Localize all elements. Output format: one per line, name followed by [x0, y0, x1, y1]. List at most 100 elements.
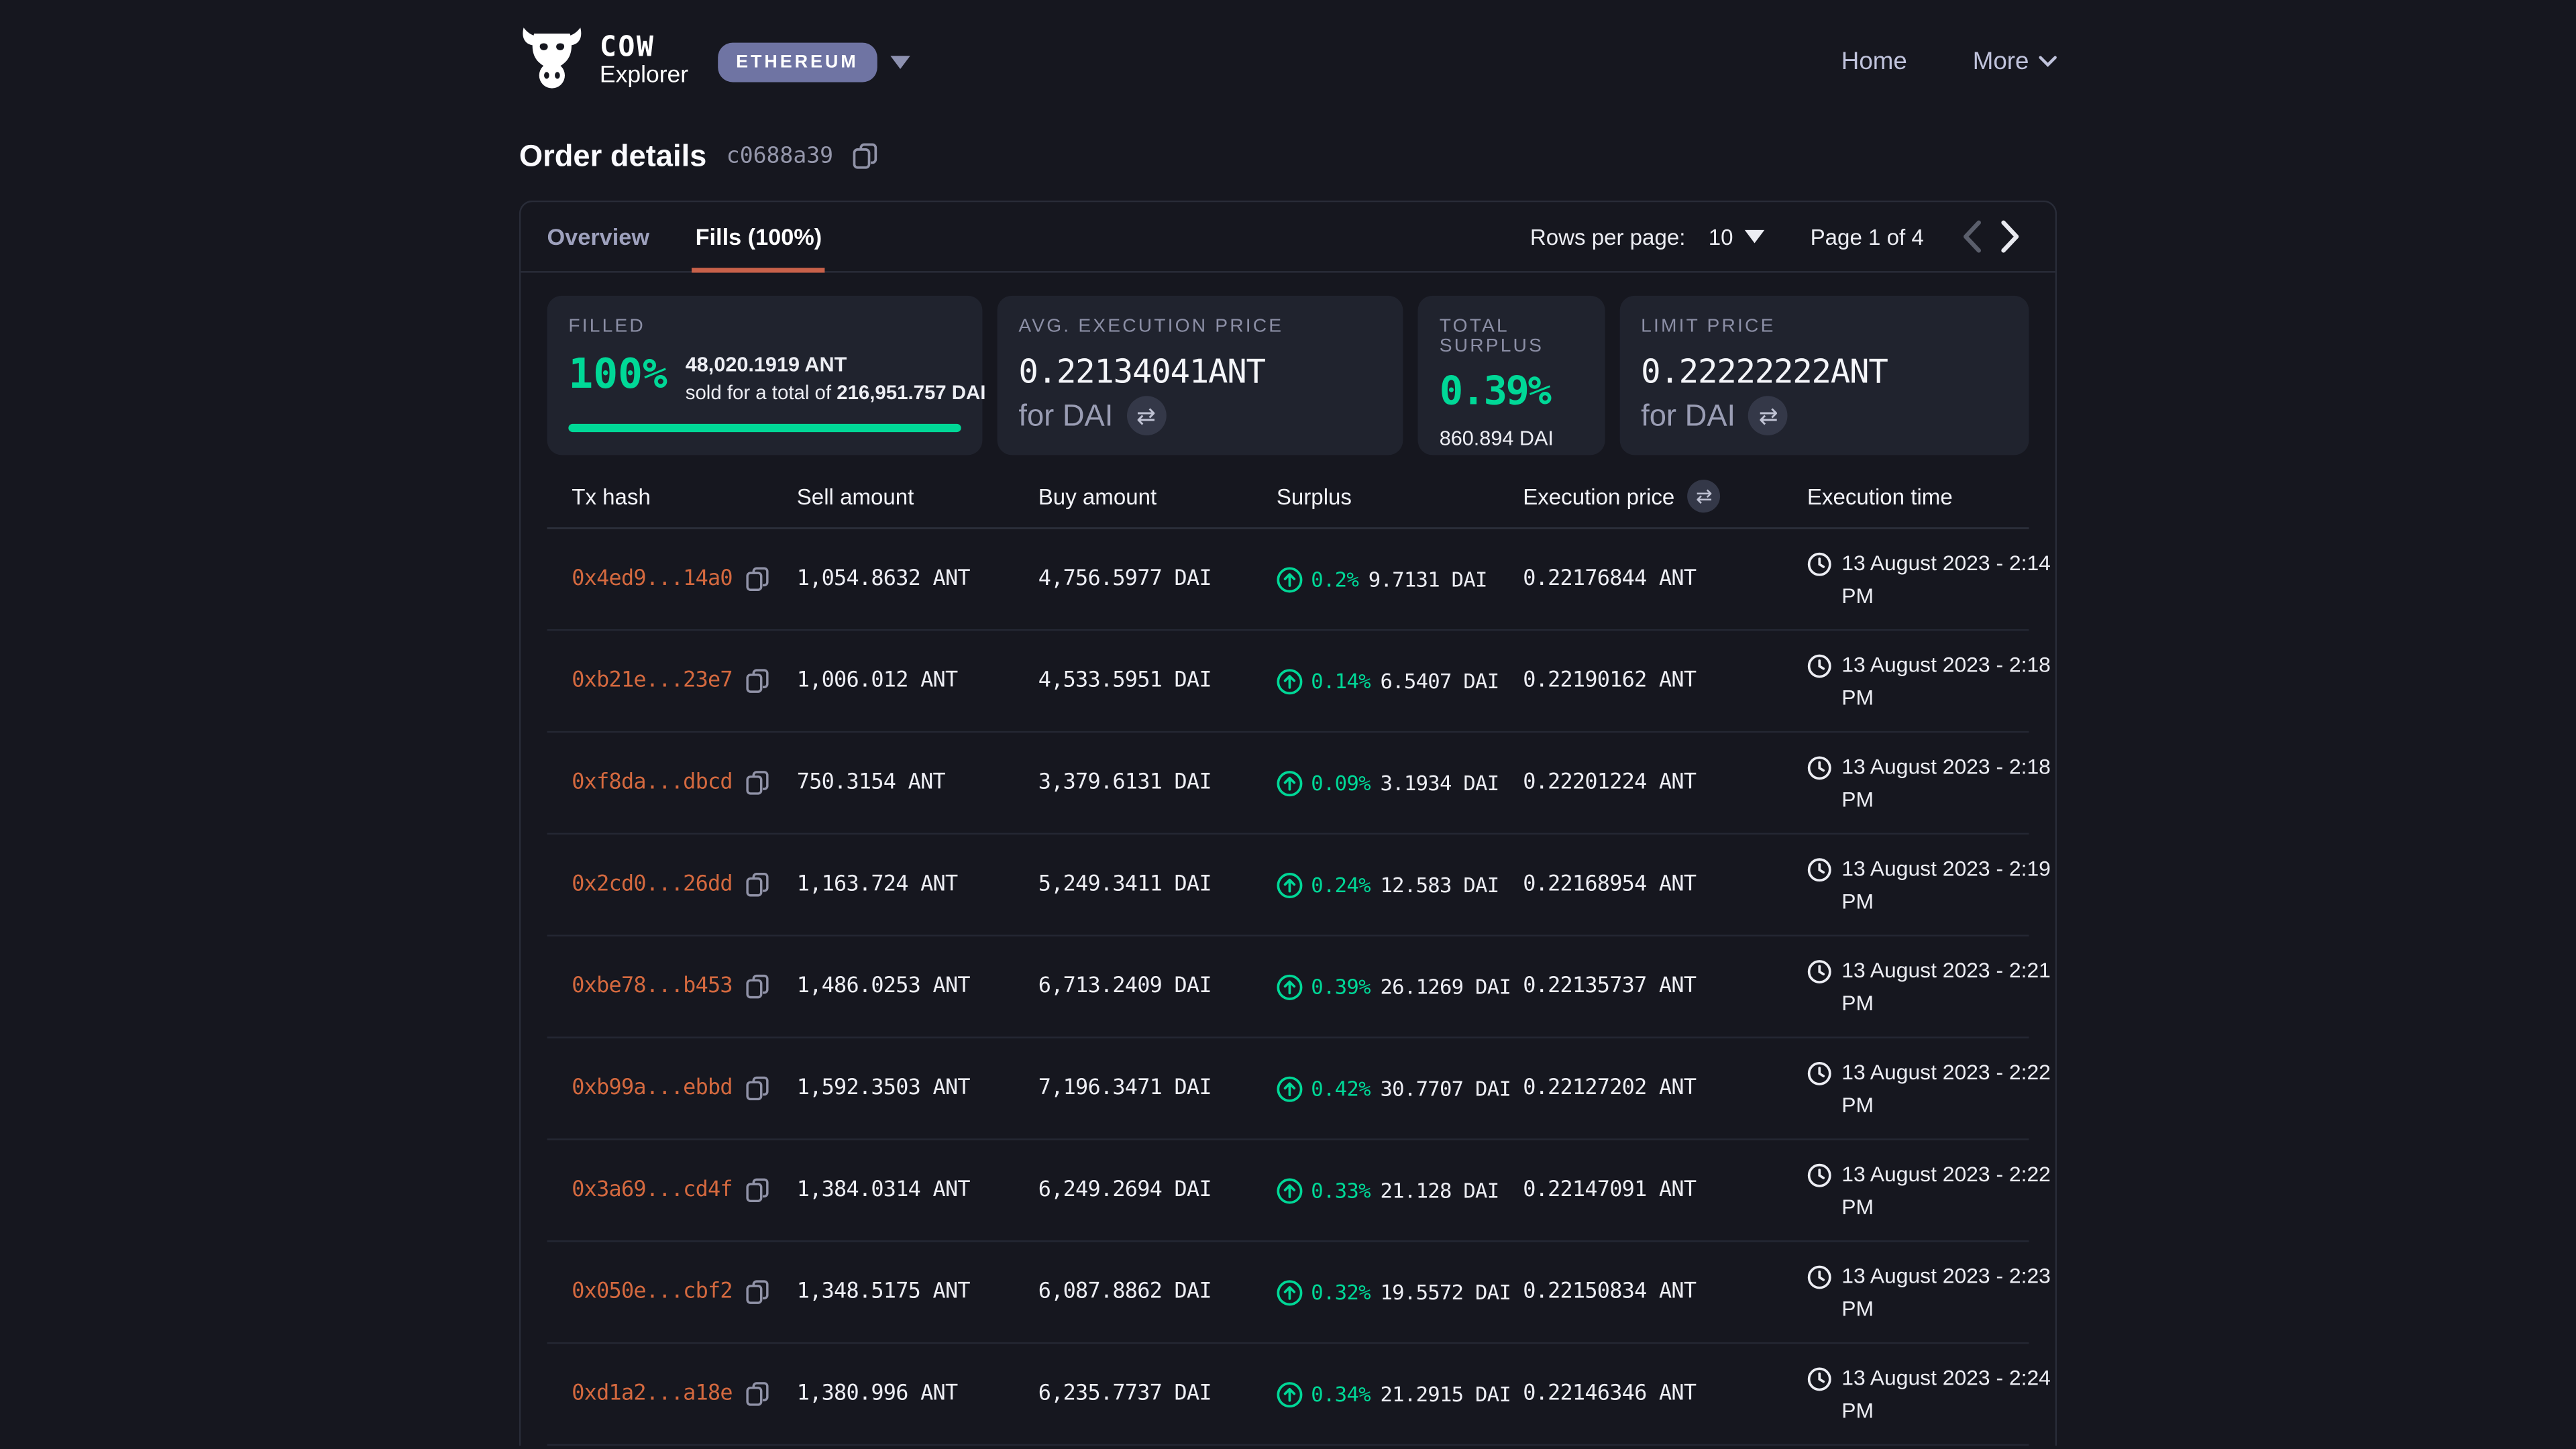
surplus-amount: 21.2915 DAI	[1380, 1381, 1511, 1407]
buy-amount: 6,235.7737 DAI	[1038, 1381, 1212, 1407]
network-caret-icon[interactable]	[890, 55, 910, 68]
table-pagination-controls: Rows per page: 10 Page 1 of 4	[1530, 217, 2029, 256]
filled-card: FILLED 100% 48,020.1919 ANT sold for a t…	[547, 295, 986, 455]
tx-hash-link[interactable]: 0xf8da...dbcd	[572, 770, 733, 796]
column-execution-time: Execution time	[1807, 484, 1953, 508]
surplus-percent: 0.2%	[1311, 566, 1359, 592]
copy-icon	[746, 771, 769, 795]
surplus-up-icon	[1277, 769, 1303, 796]
surplus-up-icon	[1277, 1075, 1303, 1102]
sell-amount: 1,380.996 ANT	[796, 1381, 958, 1407]
fills-table-header: Tx hash Sell amount Buy amount Surplus E…	[547, 465, 2029, 529]
copy-order-id-button[interactable]	[853, 143, 877, 169]
execution-time: 13 August 2023 - 2:19 PM	[1841, 855, 2051, 913]
sell-amount: 1,592.3503 ANT	[796, 1076, 971, 1101]
surplus-percent: 0.42%	[1311, 1076, 1371, 1101]
avg-execution-price-label: AVG. EXECUTION PRICE	[1018, 317, 1284, 337]
copy-icon	[746, 1076, 769, 1101]
surplus-percent: 0.14%	[1311, 668, 1371, 694]
tab-bar: Overview Fills (100%) Rows per page: 10 …	[521, 202, 2055, 273]
filled-percent: 100%	[568, 350, 667, 398]
surplus-up-icon	[1277, 973, 1303, 1000]
next-page-button[interactable]	[1991, 217, 2029, 256]
limit-price-unit: for DAI	[1641, 397, 1736, 433]
copy-icon	[746, 567, 769, 591]
surplus-percent: 0.32%	[1311, 1279, 1371, 1305]
logo-subtitle: Explorer	[599, 62, 689, 89]
fill-row: 0xbe78...b453 1,486.0253 ANT 6,713.2409 …	[547, 936, 2051, 1038]
surplus-amount: 9.7131 DAI	[1368, 566, 1488, 592]
column-surplus: Surplus	[1276, 484, 1352, 508]
copy-icon	[746, 974, 769, 999]
network-selector-badge[interactable]: ETHEREUM	[718, 42, 877, 82]
buy-amount: 4,533.5951 DAI	[1038, 668, 1212, 694]
copy-tx-hash-button[interactable]	[745, 1076, 769, 1101]
tx-hash-link[interactable]: 0xd1a2...a18e	[572, 1381, 733, 1407]
execution-time: 13 August 2023 - 2:18 PM	[1841, 754, 2051, 811]
tx-hash-link[interactable]: 0x050e...cbf2	[572, 1279, 733, 1305]
surplus-percent: 0.09%	[1311, 770, 1371, 796]
chevron-right-icon	[2001, 220, 2019, 253]
buy-amount: 7,196.3471 DAI	[1038, 1076, 1212, 1101]
execution-price: 0.22150834 ANT	[1523, 1279, 1697, 1305]
copy-tx-hash-button[interactable]	[745, 1280, 769, 1305]
copy-tx-hash-button[interactable]	[745, 974, 769, 999]
execution-time: 13 August 2023 - 2:22 PM	[1841, 1059, 2051, 1117]
column-sell-amount: Sell amount	[796, 484, 914, 508]
avg-execution-price-value: 0.22134041ANT	[1018, 352, 1266, 391]
fill-row: 0x4ed9...14a0 1,054.8632 ANT 4,756.5977 …	[547, 529, 2051, 631]
tx-hash-link[interactable]: 0x3a69...cd4f	[572, 1177, 733, 1203]
logo-wordmark: COW	[599, 31, 655, 64]
tx-hash-link[interactable]: 0xbe78...b453	[572, 974, 733, 999]
copy-tx-hash-button[interactable]	[745, 1178, 769, 1203]
fill-row: 0x3a69...cd4f 1,384.0314 ANT 6,249.2694 …	[547, 1140, 2051, 1242]
copy-icon	[746, 1178, 769, 1203]
tx-hash-link[interactable]: 0x2cd0...26dd	[572, 872, 733, 898]
summary-cards: FILLED 100% 48,020.1919 ANT sold for a t…	[521, 273, 2055, 455]
copy-tx-hash-button[interactable]	[745, 567, 769, 592]
surplus-up-icon	[1277, 668, 1303, 694]
rows-per-page-label: Rows per page:	[1529, 224, 1686, 250]
surplus-up-icon	[1277, 1381, 1303, 1407]
execution-time: 13 August 2023 - 2:14 PM	[1841, 550, 2051, 607]
invert-avg-price-button[interactable]: ⇄	[1126, 396, 1166, 435]
avg-execution-price-unit: for DAI	[1018, 397, 1114, 433]
clock-icon	[1807, 1265, 1831, 1289]
tab-overview[interactable]: Overview	[547, 223, 649, 250]
fill-row: 0xb21e...23e7 1,006.012 ANT 4,533.5951 D…	[547, 631, 2051, 733]
copy-tx-hash-button[interactable]	[745, 669, 769, 694]
rows-per-page-select[interactable]: 10	[1709, 224, 1765, 249]
invert-execution-price-button[interactable]: ⇄	[1687, 480, 1721, 513]
nav-more-menu[interactable]: More	[1973, 48, 2057, 76]
copy-tx-hash-button[interactable]	[745, 1382, 769, 1407]
tx-hash-link[interactable]: 0x4ed9...14a0	[572, 566, 733, 592]
fills-table: Tx hash Sell amount Buy amount Surplus E…	[547, 465, 2051, 1446]
copy-tx-hash-button[interactable]	[745, 771, 769, 796]
execution-price: 0.22176844 ANT	[1523, 566, 1697, 592]
buy-amount: 4,756.5977 DAI	[1038, 566, 1212, 592]
nav-home-link[interactable]: Home	[1841, 48, 1907, 76]
filled-sold-total: 216,951.757 DAI	[837, 380, 986, 405]
clock-icon	[1807, 1163, 1831, 1187]
prev-page-button[interactable]	[1953, 217, 1991, 256]
tab-fills[interactable]: Fills (100%)	[692, 202, 826, 273]
tx-hash-link[interactable]: 0xb99a...ebbd	[572, 1076, 733, 1101]
chevron-down-icon	[2039, 56, 2057, 67]
rows-per-page-caret-icon	[1744, 229, 1765, 244]
page-header: Order details c0688a39	[519, 138, 2057, 174]
clock-icon	[1807, 756, 1831, 780]
invert-limit-price-button[interactable]: ⇄	[1748, 396, 1788, 435]
surplus-amount: 21.128 DAI	[1380, 1177, 1499, 1203]
page-indicator: Page 1 of 4	[1810, 224, 1924, 250]
execution-price: 0.22201224 ANT	[1523, 770, 1697, 796]
fills-table-body: 0x4ed9...14a0 1,054.8632 ANT 4,756.5977 …	[547, 529, 2051, 1446]
tx-hash-link[interactable]: 0xb21e...23e7	[572, 668, 733, 694]
buy-amount: 6,249.2694 DAI	[1038, 1177, 1212, 1203]
surplus-amount: 12.583 DAI	[1380, 872, 1499, 898]
copy-icon	[853, 143, 877, 169]
copy-tx-hash-button[interactable]	[745, 872, 769, 897]
execution-price: 0.22168954 ANT	[1523, 872, 1697, 898]
cow-explorer-logo[interactable]: COW Explorer	[519, 25, 688, 99]
copy-icon	[746, 873, 769, 897]
